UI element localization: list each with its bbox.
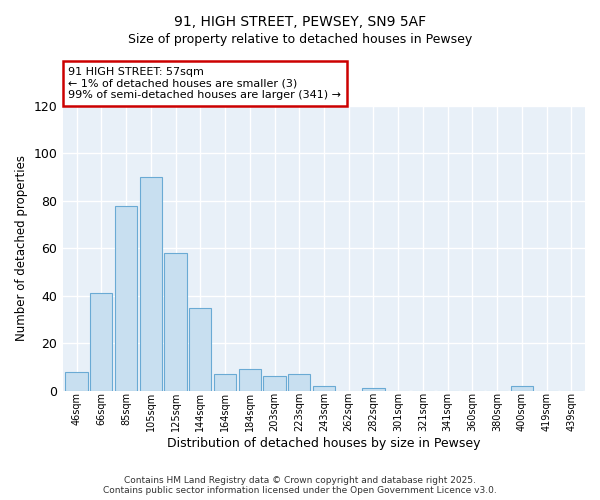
Bar	[164, 253, 187, 390]
Y-axis label: Number of detached properties: Number of detached properties	[15, 156, 28, 342]
Bar	[362, 388, 385, 390]
Bar	[140, 177, 162, 390]
Bar	[313, 386, 335, 390]
X-axis label: Distribution of detached houses by size in Pewsey: Distribution of detached houses by size …	[167, 437, 481, 450]
Bar	[90, 294, 112, 390]
Bar	[288, 374, 310, 390]
Text: 91, HIGH STREET, PEWSEY, SN9 5AF: 91, HIGH STREET, PEWSEY, SN9 5AF	[174, 15, 426, 29]
Text: Size of property relative to detached houses in Pewsey: Size of property relative to detached ho…	[128, 32, 472, 46]
Bar	[214, 374, 236, 390]
Bar	[189, 308, 211, 390]
Bar	[65, 372, 88, 390]
Text: Contains HM Land Registry data © Crown copyright and database right 2025.
Contai: Contains HM Land Registry data © Crown c…	[103, 476, 497, 495]
Bar	[511, 386, 533, 390]
Bar	[263, 376, 286, 390]
Text: 91 HIGH STREET: 57sqm
← 1% of detached houses are smaller (3)
99% of semi-detach: 91 HIGH STREET: 57sqm ← 1% of detached h…	[68, 67, 341, 100]
Bar	[115, 206, 137, 390]
Bar	[239, 370, 261, 390]
